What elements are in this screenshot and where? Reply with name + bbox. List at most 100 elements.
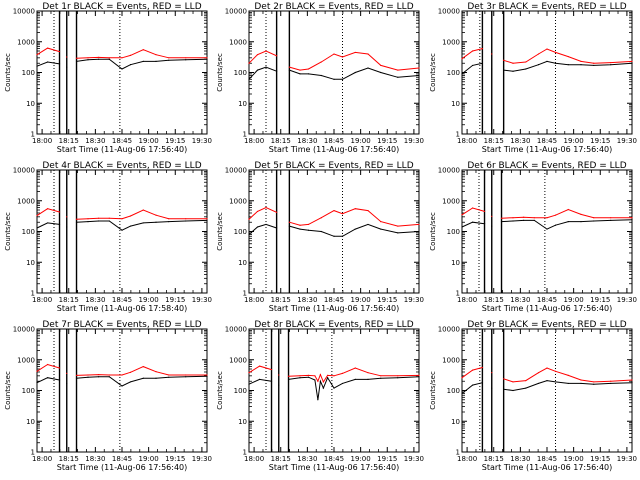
lld-point <box>491 53 493 55</box>
events-point <box>58 63 61 65</box>
events-point <box>491 68 493 70</box>
lld-point <box>98 373 100 376</box>
y-tick-label: 1 <box>31 449 35 457</box>
lld-point <box>631 217 633 219</box>
lld-point <box>354 208 356 210</box>
x-tick-label: 18:30 <box>297 455 317 463</box>
lld-point <box>319 373 321 376</box>
events-point <box>554 224 557 226</box>
x-tick-label: 18:00 <box>457 296 477 304</box>
x-tick-label: 19:00 <box>139 455 159 463</box>
events-point <box>270 380 273 382</box>
events-point <box>317 399 319 401</box>
plot-title: Det 3r BLACK = Events, RED = LLD <box>467 2 626 12</box>
events-point <box>333 78 335 80</box>
lld-point <box>593 62 595 64</box>
events-point <box>256 226 259 228</box>
events-point <box>580 382 582 385</box>
y-tick-label: 1000 <box>442 356 460 364</box>
events-point <box>256 69 259 71</box>
lld-point <box>472 207 474 209</box>
events-point <box>320 230 322 233</box>
plot-frame <box>461 10 633 135</box>
det-plot-2: Det 2r BLACK = Events, RED = LLD 1 10 100 10… <box>216 2 424 154</box>
y-tick-label: 100 <box>234 69 247 77</box>
lld-point <box>397 225 399 227</box>
x-tick-label: 19:30 <box>404 455 424 463</box>
events-point <box>265 223 267 226</box>
events-point <box>354 71 356 74</box>
lld-point <box>610 217 612 219</box>
y-axis-label: Counts/sec <box>216 53 224 92</box>
events-series-line <box>248 223 420 237</box>
x-tick-label: 19:15 <box>590 296 610 304</box>
lld-point <box>155 371 157 373</box>
y-tick-label: 100 <box>22 387 35 395</box>
events-series-line <box>36 219 208 231</box>
lld-point <box>610 380 612 382</box>
events-point <box>87 376 89 378</box>
lld-point <box>380 64 382 67</box>
x-tick-label: 18:45 <box>112 296 132 304</box>
events-series-line <box>36 375 208 387</box>
y-tick-label: 10 <box>451 418 460 426</box>
plot-frame <box>461 328 633 453</box>
lld-point <box>525 61 527 63</box>
events-point <box>299 228 301 230</box>
events-point <box>206 375 208 377</box>
y-tick-label: 10 <box>26 259 35 267</box>
x-tick-label: 18:30 <box>510 455 530 463</box>
y-axis-label: Counts/sec <box>4 212 12 251</box>
det-plot-6: Det 6r BLACK = Events, RED = LLD 1 10 100 10… <box>429 161 637 313</box>
x-tick-label: 18:15 <box>484 137 504 145</box>
events-point <box>567 382 569 385</box>
events-point <box>168 220 170 223</box>
lld-point <box>142 209 144 211</box>
lld-point <box>314 375 316 377</box>
events-point <box>354 228 356 230</box>
y-tick-label: 1000 <box>229 197 247 205</box>
lld-point <box>567 208 569 211</box>
lld-point <box>36 214 38 217</box>
x-tick-label: 18:45 <box>537 455 557 463</box>
lld-point <box>287 375 290 377</box>
lld-point <box>418 67 420 69</box>
lld-series-line <box>36 363 207 376</box>
lld-point <box>580 60 582 62</box>
x-tick-label: 18:15 <box>271 296 291 304</box>
lld-point <box>333 375 335 377</box>
x-tick-label: 19:30 <box>617 455 637 463</box>
y-tick-label: 1 <box>243 131 247 139</box>
x-tick-label: 18:00 <box>32 137 52 145</box>
x-tick-label: 19:00 <box>139 296 159 304</box>
x-tick-label: 19:15 <box>165 137 185 145</box>
events-point <box>320 74 322 77</box>
lld-point <box>512 381 514 383</box>
y-axis-label: Counts/sec <box>216 371 224 410</box>
events-point <box>380 377 382 379</box>
events-point <box>87 220 89 223</box>
events-point <box>66 66 68 68</box>
plot-title: Det 8r BLACK = Events, RED = LLD <box>254 320 413 330</box>
events-point <box>185 59 187 61</box>
lld-point <box>512 62 514 64</box>
plot-title: Det 5r BLACK = Events, RED = LLD <box>254 161 413 171</box>
y-tick-label: 10 <box>238 100 247 108</box>
events-point <box>121 229 123 231</box>
events-point <box>142 222 144 224</box>
events-point <box>380 228 382 230</box>
events-point <box>288 225 290 227</box>
lld-point <box>322 381 324 383</box>
lld-point <box>491 215 493 217</box>
lld-point <box>256 54 259 56</box>
x-tick-label: 18:30 <box>297 296 317 304</box>
y-tick-label: 10000 <box>225 167 247 175</box>
events-point <box>546 228 548 230</box>
events-point <box>397 232 399 234</box>
y-axis-label: Counts/sec <box>4 371 12 410</box>
events-point <box>481 62 483 64</box>
events-point <box>341 78 344 80</box>
events-point <box>546 60 548 62</box>
lld-point <box>397 375 399 377</box>
